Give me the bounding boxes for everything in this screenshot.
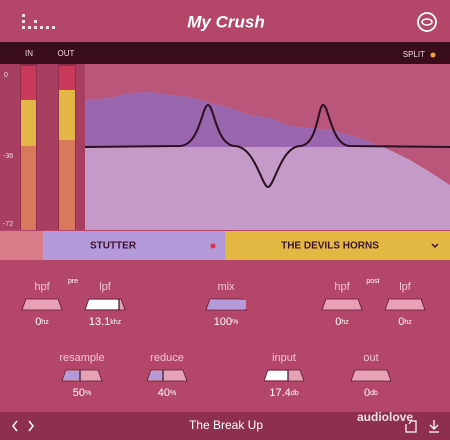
- slider-fill: [86, 300, 119, 309]
- out-label: OUT: [58, 49, 75, 58]
- control-value: 0hz: [398, 316, 412, 328]
- next-button[interactable]: [28, 420, 34, 432]
- control-value: 13.1khz: [89, 316, 122, 328]
- control-label: mix: [217, 281, 235, 293]
- meter-scale-label: -72: [3, 221, 13, 228]
- spectrum-upper: [85, 92, 383, 147]
- value-unit: hz: [41, 319, 49, 326]
- control-value: 40%: [158, 387, 176, 399]
- slider-fill: [265, 371, 288, 380]
- slider[interactable]: [21, 298, 63, 311]
- split-toggle[interactable]: SPLIT: [403, 50, 425, 59]
- control-label: lpf: [399, 281, 412, 293]
- download-icon[interactable]: [429, 420, 439, 433]
- folder-icon[interactable]: [405, 420, 417, 433]
- slider-fill: [148, 371, 163, 380]
- split-dot: [430, 52, 436, 58]
- value-unit: %: [232, 319, 238, 326]
- value-unit: %: [85, 390, 91, 397]
- value-unit: hz: [341, 319, 349, 326]
- preset-dot: [210, 243, 216, 249]
- control-label: input: [272, 352, 296, 364]
- value-number: 0: [335, 316, 341, 328]
- value-unit: khz: [110, 319, 121, 326]
- value-unit: hz: [404, 319, 412, 326]
- control-label: hpf: [334, 281, 350, 293]
- slider-fill: [207, 300, 246, 309]
- control-value: 0db: [364, 387, 378, 399]
- control-tag: post: [366, 278, 379, 285]
- value-number: 50: [73, 387, 85, 399]
- slider[interactable]: [384, 298, 426, 311]
- meter-scale-label: -36: [3, 153, 13, 160]
- preset-name: The Break Up: [189, 418, 263, 432]
- control-value: 17.4db: [269, 387, 298, 399]
- filter-curve[interactable]: [84, 103, 450, 189]
- preset-left-label: STUTTER: [90, 241, 137, 252]
- settings-icon[interactable]: [417, 12, 437, 32]
- value-unit: %: [170, 390, 176, 397]
- control-value: 100%: [214, 316, 239, 328]
- preset-right-label: THE DEVILS HORNS: [281, 241, 379, 252]
- title: My Crush: [187, 12, 264, 31]
- dropdown-chevron[interactable]: [431, 243, 439, 249]
- slider-fill: [63, 371, 80, 380]
- control-label: hpf: [34, 281, 50, 293]
- value-number: 0: [398, 316, 404, 328]
- control-label: lpf: [99, 281, 112, 293]
- value-number: 100: [214, 316, 232, 328]
- control-value: 50%: [73, 387, 91, 399]
- control-value: 0hz: [35, 316, 49, 328]
- in-label: IN: [25, 49, 33, 58]
- slider[interactable]: [321, 298, 363, 311]
- value-number: 17.4: [269, 387, 290, 399]
- value-number: 40: [158, 387, 170, 399]
- value-number: 13.1: [89, 316, 110, 328]
- control-label: reduce: [150, 352, 184, 364]
- control-value: 0hz: [335, 316, 349, 328]
- watermark: audiolove: [357, 410, 413, 424]
- preset-left[interactable]: [43, 231, 225, 260]
- control-label: resample: [59, 352, 104, 364]
- control-label: out: [363, 352, 378, 364]
- value-number: 0: [35, 316, 41, 328]
- value-unit: db: [370, 390, 378, 397]
- prev-button[interactable]: [12, 420, 18, 432]
- preset-right[interactable]: [225, 231, 450, 260]
- slider[interactable]: [350, 369, 392, 382]
- meter-scale-label: 0: [4, 72, 8, 79]
- preset-strip: [0, 231, 43, 260]
- in-meter: [20, 64, 37, 230]
- out-meter: [58, 64, 76, 230]
- value-number: 0: [364, 387, 370, 399]
- value-unit: db: [291, 390, 299, 397]
- control-tag: pre: [68, 278, 78, 285]
- top-band: [0, 42, 450, 64]
- footer: [0, 412, 450, 440]
- logo[interactable]: [22, 14, 55, 29]
